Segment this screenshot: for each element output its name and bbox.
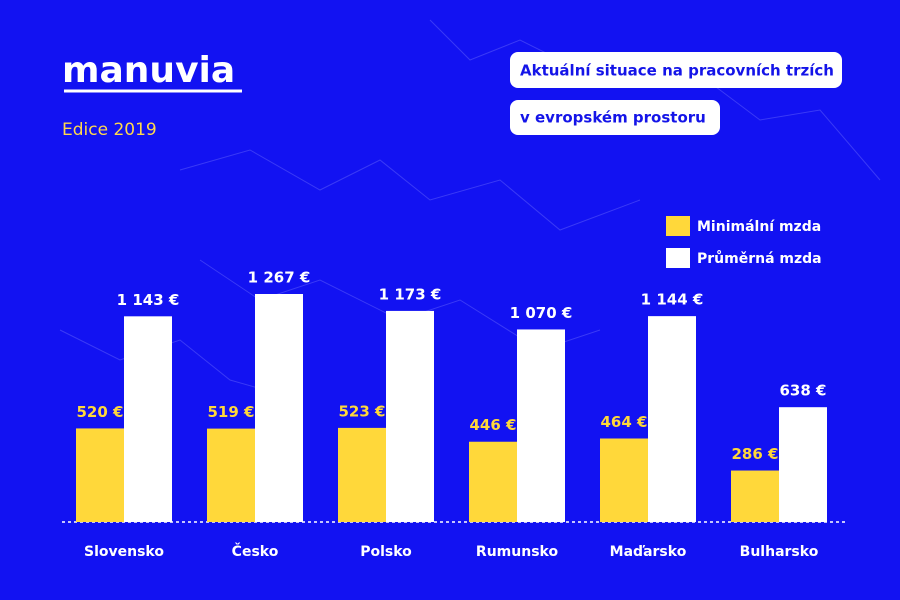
bar <box>76 428 124 522</box>
value-label: 1 070 € <box>510 304 573 322</box>
bar <box>338 427 386 522</box>
value-label: 523 € <box>339 402 386 420</box>
brand: manuvia <box>62 50 235 91</box>
title-box <box>510 52 842 88</box>
legend-swatch <box>666 248 690 268</box>
bar <box>255 294 303 522</box>
value-label: 1 144 € <box>641 291 704 309</box>
legend-label: Průměrná mzda <box>697 250 822 267</box>
bar <box>386 310 434 522</box>
value-label: 286 € <box>732 445 779 463</box>
value-label: 1 173 € <box>379 285 442 303</box>
legend-label: Minimální mzda <box>697 219 821 235</box>
bar <box>648 316 696 522</box>
value-label: 520 € <box>77 403 124 421</box>
edition: Edice 2019 <box>62 120 157 140</box>
legend-swatch <box>666 216 690 236</box>
value-label: 519 € <box>208 403 255 421</box>
value-label: 1 267 € <box>248 269 311 287</box>
value-label: 446 € <box>470 416 517 434</box>
bar <box>469 441 517 522</box>
category-label: Bulharsko <box>740 544 819 560</box>
bar <box>517 329 565 522</box>
category-label: Slovensko <box>84 544 164 560</box>
bar <box>124 316 172 522</box>
category-label: Rumunsko <box>476 544 559 560</box>
category-label: Polsko <box>360 544 412 560</box>
bar <box>731 470 779 522</box>
category-label: Maďarsko <box>610 544 687 560</box>
bar <box>207 428 255 522</box>
value-label: 1 143 € <box>117 291 180 309</box>
category-label: Česko <box>232 542 279 560</box>
bar <box>779 407 827 522</box>
value-label: 638 € <box>780 382 827 400</box>
chart-title: Aktuální situace na pracovních trzích <box>520 62 834 80</box>
title-box <box>510 100 720 135</box>
bar <box>600 438 648 522</box>
chart-subtitle: v evropském prostoru <box>520 109 706 127</box>
value-label: 464 € <box>601 413 648 431</box>
